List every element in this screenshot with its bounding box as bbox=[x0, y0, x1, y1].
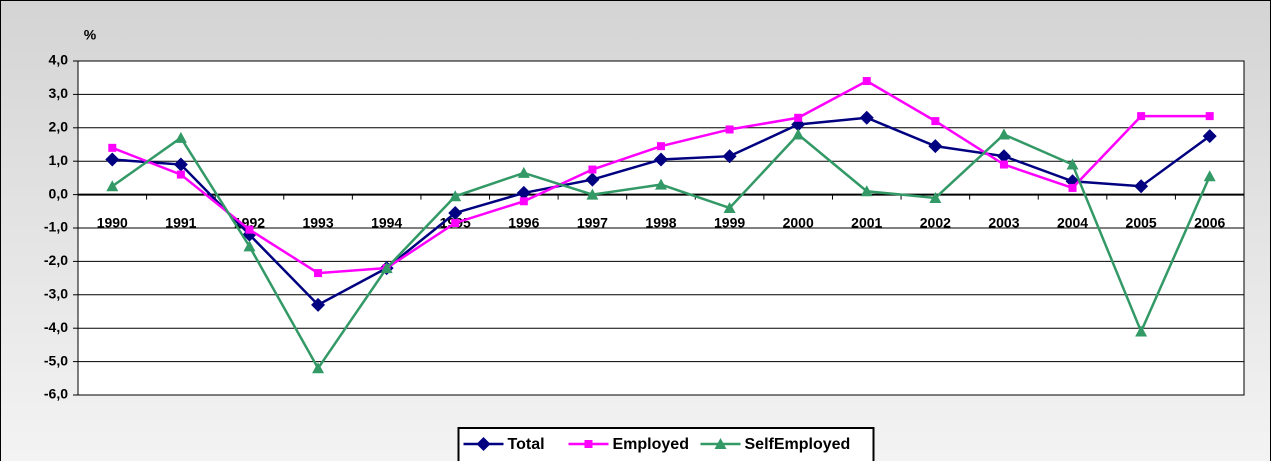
legend-label: SelfEmployed bbox=[745, 436, 851, 453]
y-tick-label: -2,0 bbox=[44, 252, 68, 268]
data-point bbox=[105, 152, 120, 167]
y-tick-label: -6,0 bbox=[44, 386, 68, 402]
data-point bbox=[108, 143, 117, 152]
x-tick-label: 2003 bbox=[988, 214, 1019, 230]
data-point bbox=[1137, 112, 1146, 121]
data-point bbox=[655, 178, 667, 190]
data-point bbox=[999, 160, 1008, 169]
legend-marker bbox=[584, 440, 593, 448]
data-point bbox=[173, 157, 188, 172]
y-tick-label: 4,0 bbox=[49, 52, 69, 68]
x-tick-label: 1999 bbox=[714, 214, 745, 230]
data-point bbox=[929, 191, 942, 203]
data-point bbox=[245, 225, 254, 234]
legend-label: Total bbox=[508, 436, 545, 453]
data-point bbox=[1134, 179, 1149, 194]
data-point bbox=[723, 201, 736, 213]
data-point bbox=[1068, 183, 1077, 192]
data-point bbox=[519, 197, 528, 206]
data-point bbox=[997, 128, 1010, 140]
data-point bbox=[448, 205, 463, 220]
data-point bbox=[176, 170, 185, 179]
y-tick-label: 0,0 bbox=[49, 185, 69, 201]
data-point bbox=[174, 131, 187, 143]
data-point bbox=[586, 188, 599, 200]
data-point bbox=[312, 362, 325, 374]
data-point bbox=[928, 139, 943, 154]
data-point bbox=[243, 240, 256, 252]
data-point bbox=[862, 77, 871, 86]
legend-box bbox=[457, 427, 875, 461]
x-tick-label: 1996 bbox=[508, 214, 539, 230]
data-point bbox=[311, 297, 326, 312]
legend-marker bbox=[714, 438, 727, 449]
data-point bbox=[792, 128, 805, 140]
x-tick-label: 1997 bbox=[577, 214, 608, 230]
legend-marker bbox=[476, 437, 491, 451]
x-tick-label: 2004 bbox=[1057, 214, 1088, 230]
data-point bbox=[380, 262, 393, 274]
x-tick-label: 2000 bbox=[783, 214, 814, 230]
data-point bbox=[314, 269, 323, 278]
data-point bbox=[725, 125, 734, 134]
data-point bbox=[1203, 170, 1216, 182]
y-axis-label: % bbox=[84, 27, 97, 43]
y-tick-label: -3,0 bbox=[44, 286, 68, 302]
data-point bbox=[859, 110, 874, 125]
data-point bbox=[996, 149, 1011, 164]
x-tick-label: 1990 bbox=[97, 214, 128, 230]
data-point bbox=[1202, 129, 1217, 144]
data-point bbox=[654, 152, 668, 167]
y-tick-label: 3,0 bbox=[49, 85, 69, 101]
x-tick-label: 2006 bbox=[1194, 214, 1225, 230]
y-tick-label: 1,0 bbox=[49, 152, 69, 168]
data-point bbox=[1205, 112, 1214, 121]
x-tick-label: 1993 bbox=[302, 214, 333, 230]
y-tick-label: -1,0 bbox=[44, 219, 68, 235]
data-point bbox=[517, 166, 530, 178]
x-tick-label: 1998 bbox=[645, 214, 676, 230]
x-tick-label: 2002 bbox=[920, 214, 951, 230]
y-tick-label: -5,0 bbox=[44, 352, 68, 368]
data-point bbox=[588, 165, 597, 174]
data-point bbox=[794, 113, 803, 122]
legend-label: Employed bbox=[613, 436, 689, 453]
x-tick-label: 2001 bbox=[851, 214, 882, 230]
data-point bbox=[449, 190, 462, 202]
data-point bbox=[1066, 158, 1079, 170]
data-point bbox=[860, 185, 873, 197]
y-tick-label: -4,0 bbox=[44, 319, 68, 335]
data-point bbox=[722, 149, 737, 164]
y-tick-label: 2,0 bbox=[49, 119, 69, 135]
data-point bbox=[1135, 325, 1148, 337]
data-point bbox=[657, 142, 665, 151]
x-tick-label: 2005 bbox=[1126, 214, 1157, 230]
x-tick-label: 1994 bbox=[371, 214, 402, 230]
x-tick-label: 1991 bbox=[165, 214, 196, 230]
data-point bbox=[931, 117, 940, 126]
legend: Total Employed SelfEmployed bbox=[457, 427, 875, 461]
data-point bbox=[516, 185, 531, 200]
data-point bbox=[585, 172, 600, 187]
data-point bbox=[106, 180, 119, 192]
data-point bbox=[451, 218, 460, 227]
